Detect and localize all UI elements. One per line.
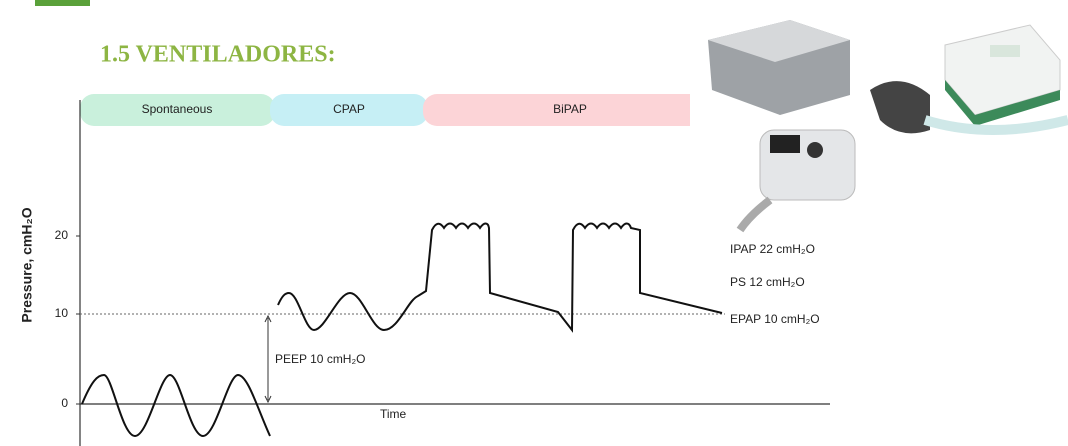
- device-image: [708, 0, 850, 115]
- y-tick-label: 20: [55, 228, 69, 242]
- page: 1.5 VENTILADORES: Spontaneous CPAP BiPAP…: [0, 0, 1068, 446]
- ipap-label: IPAP 22 cmH₂O: [730, 242, 815, 256]
- epap-label: EPAP 10 cmH₂O: [730, 312, 820, 326]
- phase-band-edge: [676, 94, 690, 126]
- device-image: [740, 130, 855, 230]
- waveform: [82, 375, 270, 436]
- logo-bar: [35, 0, 90, 6]
- phase-label: BiPAP: [553, 102, 587, 116]
- device-image: [870, 25, 1068, 133]
- ps-label: PS 12 cmH₂O: [730, 275, 805, 289]
- y-tick-label: 10: [55, 306, 69, 320]
- phase-label: CPAP: [333, 102, 365, 116]
- x-axis-label: Time: [380, 407, 407, 421]
- peep-label: PEEP 10 cmH₂O: [275, 352, 365, 366]
- y-axis-label: Pressure, cmH₂O: [19, 207, 35, 322]
- phase-label: Spontaneous: [142, 102, 213, 116]
- y-tick-label: 0: [61, 396, 68, 410]
- slide-title: 1.5 VENTILADORES:: [100, 42, 336, 68]
- slide: 1.5 VENTILADORES: Spontaneous CPAP BiPAP…: [0, 0, 1068, 446]
